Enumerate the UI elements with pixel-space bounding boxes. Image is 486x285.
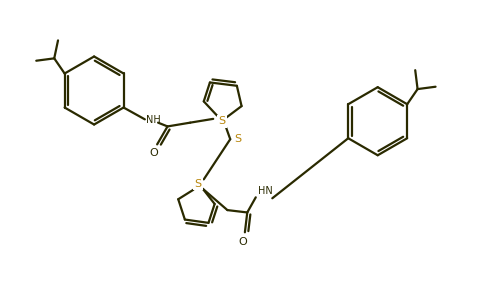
Text: HN: HN xyxy=(258,186,273,196)
Text: S: S xyxy=(218,116,226,126)
Text: NH: NH xyxy=(146,115,161,125)
Text: S: S xyxy=(234,134,241,144)
Text: O: O xyxy=(238,237,247,247)
Text: O: O xyxy=(149,148,158,158)
Text: S: S xyxy=(194,179,202,189)
